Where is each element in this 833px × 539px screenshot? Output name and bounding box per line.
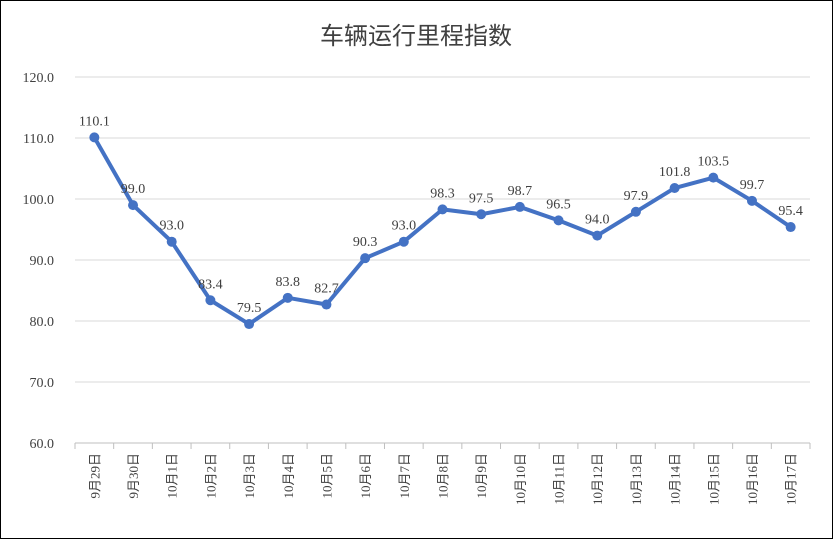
data-label: 101.8 <box>659 165 691 180</box>
data-point <box>244 319 255 330</box>
data-label: 99.0 <box>121 182 146 197</box>
data-label: 96.5 <box>546 197 571 212</box>
y-tick-label: 70.0 <box>30 376 55 391</box>
x-tick-label: 10月11日 <box>552 453 567 505</box>
data-point <box>128 200 139 211</box>
data-point <box>514 201 525 212</box>
data-label: 98.3 <box>430 186 455 201</box>
data-label: 97.5 <box>469 191 494 206</box>
data-label: 110.1 <box>79 114 110 129</box>
data-point <box>746 195 757 206</box>
x-axis-ticks: 9月29日 9月30日 10月1日 10月2日 10月3日 10月4日 10月5日 10月6日… <box>74 443 811 505</box>
data-point <box>282 292 293 303</box>
data-label: 103.5 <box>698 155 730 170</box>
data-point <box>166 236 177 247</box>
data-point <box>398 236 409 247</box>
data-label: 90.3 <box>353 235 378 250</box>
data-point <box>360 253 371 264</box>
data-point <box>630 206 641 217</box>
y-tick-label: 90.0 <box>30 254 55 269</box>
data-label: 83.4 <box>198 277 223 292</box>
data-label: 95.4 <box>778 204 803 219</box>
x-tick-label: 10月4日 <box>281 453 296 499</box>
data-label: 79.5 <box>237 301 262 316</box>
x-tick-label: 10月16日 <box>745 453 760 505</box>
x-tick-label: 10月12日 <box>590 453 605 505</box>
data-label: 99.7 <box>740 178 765 193</box>
x-tick-label: 10月1日 <box>165 453 180 499</box>
x-tick-label: 10月15日 <box>706 453 721 505</box>
x-tick-label: 10月10日 <box>513 453 528 505</box>
data-point <box>89 132 100 143</box>
x-tick-label: 10月14日 <box>668 453 683 505</box>
x-tick-label: 10月2日 <box>203 453 218 499</box>
x-tick-label: 9月30日 <box>126 453 141 499</box>
x-tick-label: 10月8日 <box>436 453 451 499</box>
y-tick-label: 100.0 <box>23 193 55 208</box>
data-label: 93.0 <box>159 219 184 234</box>
data-label: 98.7 <box>508 184 533 199</box>
x-tick-label: 10月13日 <box>629 453 644 505</box>
y-tick-label: 80.0 <box>30 315 55 330</box>
data-point <box>437 204 448 215</box>
chart-title: 车辆运行里程指数 <box>320 22 512 50</box>
data-point <box>476 209 487 220</box>
data-point <box>553 215 564 226</box>
x-tick-label: 10月3日 <box>242 453 257 499</box>
series-points <box>89 132 796 330</box>
data-label: 82.7 <box>314 282 339 297</box>
data-point <box>205 295 216 306</box>
data-label: 83.8 <box>276 275 301 290</box>
data-label: 94.0 <box>585 213 610 228</box>
x-tick-label: 9月29日 <box>87 453 102 499</box>
x-tick-label: 10月7日 <box>397 453 412 499</box>
y-tick-label: 110.0 <box>23 132 54 147</box>
data-point <box>708 172 719 183</box>
data-labels: 110.1 99.0 93.0 83.4 79.5 83.8 82.7 90.3 93.0 98.… <box>79 114 803 316</box>
y-tick-label: 60.0 <box>30 437 55 452</box>
x-tick-label: 10月6日 <box>358 453 373 499</box>
data-point <box>785 222 796 233</box>
data-label: 97.9 <box>624 189 649 204</box>
x-tick-label: 10月17日 <box>784 453 799 505</box>
data-label: 93.0 <box>392 219 417 234</box>
data-point <box>321 299 332 310</box>
y-axis-ticks: 60.0 70.0 80.0 90.0 100.0 110.0 120.0 <box>23 71 55 452</box>
gridlines <box>75 76 810 444</box>
x-tick-label: 10月9日 <box>474 453 489 499</box>
data-point <box>669 183 680 194</box>
data-point <box>592 230 603 241</box>
x-tick-label: 10月5日 <box>319 453 334 499</box>
y-tick-label: 120.0 <box>23 71 55 86</box>
